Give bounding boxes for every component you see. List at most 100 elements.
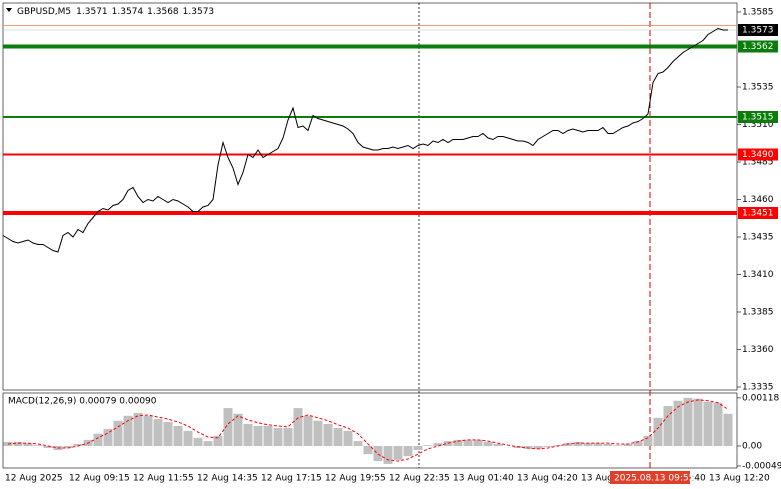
macd-bar xyxy=(173,426,183,446)
macd-bar xyxy=(683,397,693,446)
menu-arrow xyxy=(6,8,12,12)
macd-bar xyxy=(663,406,673,446)
time-marker-label: 2025.08.13 09:55 xyxy=(614,474,694,484)
macd-bar xyxy=(463,439,473,446)
x-tick-label: 13 Aug 04:20 xyxy=(517,474,578,484)
level-box xyxy=(738,111,778,123)
y-tick-label: 0.00118 xyxy=(742,393,779,403)
x-tick-label: 13 Aug 01:40 xyxy=(453,474,514,484)
macd-bar xyxy=(613,445,623,446)
macd-bar xyxy=(523,445,533,449)
macd-bar xyxy=(623,443,633,446)
y-tick-label: 1.3510 xyxy=(742,120,774,130)
macd-bar xyxy=(203,441,213,446)
x-tick-label: 12 Aug 22:35 xyxy=(389,474,450,484)
macd-bar xyxy=(103,428,113,446)
low: 1.3568 xyxy=(147,7,179,17)
level-box xyxy=(738,207,778,219)
macd-bar xyxy=(333,428,343,446)
symbol: GBPUSD,M5 xyxy=(17,7,71,17)
macd-bar xyxy=(133,412,143,446)
macd-bar xyxy=(43,445,53,449)
macd-bar xyxy=(413,445,423,451)
macd-bar xyxy=(483,441,493,446)
macd-bar xyxy=(163,421,173,446)
macd-bar xyxy=(373,445,383,462)
level-label: 1.3515 xyxy=(742,113,774,123)
macd-bar xyxy=(403,445,413,457)
macd-bar xyxy=(643,435,653,446)
y-tick-label: 1.3335 xyxy=(742,383,774,393)
level-label: 1.3562 xyxy=(742,42,774,52)
close: 1.3573 xyxy=(183,7,215,17)
x-tick-label: 12 Aug 2025 xyxy=(5,474,63,484)
y-tick-label: 1.3410 xyxy=(742,270,774,280)
level-box xyxy=(738,40,778,53)
signal-line xyxy=(7,399,729,462)
x-tick-label: 12 Aug 09:15 xyxy=(69,474,130,484)
macd-bar xyxy=(193,437,203,446)
last-box xyxy=(738,24,778,36)
y-tick-label: -0.00049 xyxy=(742,461,781,471)
x-tick-label: 12 Aug 17:15 xyxy=(261,474,322,484)
macd-bar xyxy=(153,419,163,446)
macd-bar xyxy=(23,443,33,446)
macd-bar xyxy=(303,415,313,446)
macd-bar xyxy=(343,430,353,446)
high: 1.3574 xyxy=(112,7,144,17)
x-tick-label: 12 Aug 11:55 xyxy=(133,474,194,484)
y-tick-label: 1.3485 xyxy=(742,158,774,168)
macd-bar xyxy=(583,443,593,446)
macd-bar xyxy=(533,445,543,449)
macd-pane xyxy=(2,392,738,469)
macd-bar xyxy=(293,408,303,446)
macd-bar xyxy=(423,445,433,446)
level-box xyxy=(738,148,778,161)
macd-bar xyxy=(563,443,573,446)
level-label: 1.3490 xyxy=(742,150,774,160)
macd-bar xyxy=(383,445,393,464)
y-tick-label: 1.3435 xyxy=(742,233,774,243)
level-label: 1.3451 xyxy=(742,209,774,219)
indicator-label: MACD(12,26,9) 0.00079 0.00090 xyxy=(8,397,157,407)
macd-bar xyxy=(633,441,643,446)
macd-bar xyxy=(283,428,293,446)
macd-bar xyxy=(233,413,243,446)
macd-bar xyxy=(603,443,613,446)
chart-header: GBPUSD,M5 1.3571 1.3574 1.3568 1.3573 xyxy=(17,7,214,17)
macd-bar xyxy=(593,443,603,446)
macd-bar xyxy=(573,441,583,446)
macd-bar xyxy=(713,402,723,446)
macd-bar xyxy=(3,441,13,446)
macd-bar xyxy=(213,435,223,446)
macd-bar xyxy=(113,420,123,446)
y-tick-label: 1.3385 xyxy=(742,308,774,318)
macd-bar xyxy=(63,445,73,449)
macd-bar xyxy=(353,441,363,446)
macd-bar xyxy=(433,443,443,446)
macd-bar xyxy=(703,401,713,446)
macd-bar xyxy=(93,433,103,446)
x-tick-label: 12 Aug 19:55 xyxy=(325,474,386,484)
macd-bar xyxy=(73,443,83,446)
macd-bar xyxy=(183,430,193,446)
macd-bar xyxy=(673,400,683,446)
macd-bar xyxy=(263,426,273,446)
macd-bar xyxy=(243,423,253,446)
macd-bar xyxy=(693,398,703,446)
x-tick-label: 12 Aug 14:35 xyxy=(197,474,258,484)
y-tick-label: 0.00 xyxy=(742,441,762,451)
macd-bar xyxy=(223,408,233,446)
macd-bar xyxy=(33,445,43,446)
price-pane xyxy=(2,2,738,391)
macd-bar xyxy=(393,445,403,460)
macd-bar xyxy=(253,426,263,446)
macd-bar xyxy=(653,417,663,446)
y-tick-label: 1.3535 xyxy=(742,83,774,93)
macd-bar xyxy=(363,445,373,455)
macd-bar xyxy=(323,423,333,446)
macd-bar xyxy=(493,443,503,446)
macd-bar xyxy=(473,439,483,446)
macd-bar xyxy=(453,439,463,446)
